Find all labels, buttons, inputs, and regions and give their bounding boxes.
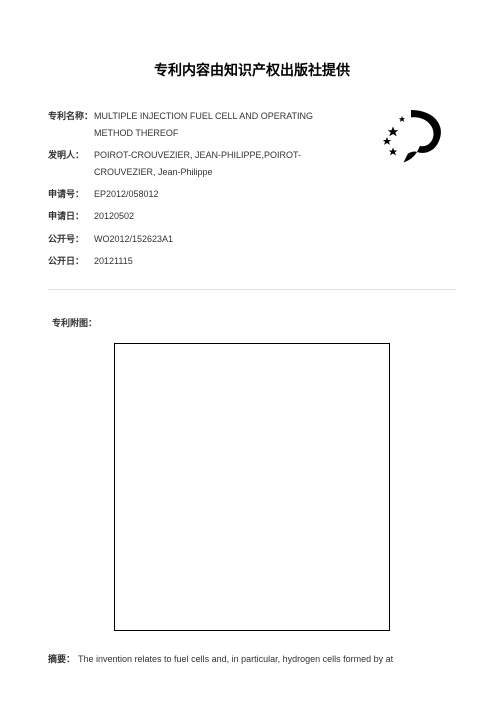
attachment-label: 专利附图： [52, 316, 456, 329]
abstract-row: 摘要： The invention relates to fuel cells … [48, 651, 456, 668]
patent-name-label: 专利名称： [48, 108, 94, 142]
app-date-row: 申请日： 20120502 [48, 208, 456, 225]
app-no-row: 申请号： EP2012/058012 [48, 186, 456, 203]
metadata-section: 专利名称： MULTIPLE INJECTION FUEL CELL AND O… [48, 108, 456, 290]
abstract-label: 摘要： [48, 651, 78, 668]
pub-no-value: WO2012/152623A1 [94, 231, 456, 248]
app-no-value: EP2012/058012 [94, 186, 456, 203]
pub-no-row: 公开号： WO2012/152623A1 [48, 231, 456, 248]
pub-date-label: 公开日： [48, 253, 94, 270]
app-no-label: 申请号： [48, 186, 94, 203]
pub-date-value: 20121115 [94, 253, 456, 270]
page-title: 专利内容由知识产权出版社提供 [48, 60, 456, 80]
app-date-value: 20120502 [94, 208, 456, 225]
pub-no-label: 公开号： [48, 231, 94, 248]
inventor-label: 发明人： [48, 147, 94, 181]
patent-figure-placeholder [114, 343, 390, 631]
app-date-label: 申请日： [48, 208, 94, 225]
pub-date-row: 公开日： 20121115 [48, 253, 456, 270]
abstract-value: The invention relates to fuel cells and,… [78, 651, 456, 668]
cnipa-logo-icon [375, 104, 450, 164]
